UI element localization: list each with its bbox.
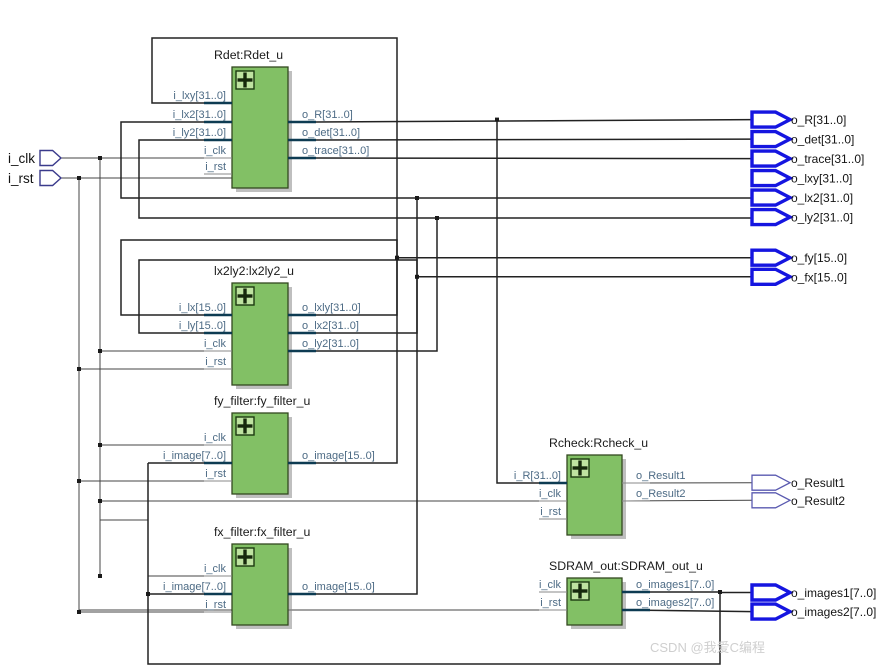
svg-text:i_clk: i_clk	[539, 579, 562, 591]
svg-text:i_image[7..0]: i_image[7..0]	[163, 581, 226, 593]
svg-text:i_rst: i_rst	[540, 597, 561, 609]
svg-text:i_image[7..0]: i_image[7..0]	[163, 450, 226, 462]
svg-text:i_clk: i_clk	[539, 488, 562, 500]
svg-text:o_fy[15..0]: o_fy[15..0]	[791, 251, 847, 265]
svg-text:fy_filter:fy_filter_u: fy_filter:fy_filter_u	[214, 394, 311, 408]
svg-text:i_clk: i_clk	[204, 432, 227, 444]
svg-text:i_R[31..0]: i_R[31..0]	[514, 470, 561, 482]
svg-text:o_det[31..0]: o_det[31..0]	[791, 133, 854, 147]
svg-text:i_rst: i_rst	[205, 161, 226, 173]
svg-text:i_ly2[31..0]: i_ly2[31..0]	[173, 127, 226, 139]
svg-text:i_rst: i_rst	[8, 171, 34, 186]
svg-text:i_rst: i_rst	[205, 468, 226, 480]
svg-text:o_Result2: o_Result2	[791, 494, 845, 508]
svg-text:o_lxly[31..0]: o_lxly[31..0]	[302, 302, 361, 314]
svg-text:i_clk: i_clk	[204, 563, 227, 575]
svg-text:o_trace[31..0]: o_trace[31..0]	[302, 145, 369, 157]
svg-text:o_fx[15..0]: o_fx[15..0]	[791, 270, 847, 284]
svg-text:i_rst: i_rst	[205, 599, 226, 611]
svg-text:o_Result2: o_Result2	[636, 488, 686, 500]
svg-text:o_images2[7..0]: o_images2[7..0]	[791, 605, 876, 619]
svg-text:i_ly[15..0]: i_ly[15..0]	[179, 320, 226, 332]
svg-text:i_lxy[31..0]: i_lxy[31..0]	[173, 90, 226, 102]
svg-text:o_R[31..0]: o_R[31..0]	[302, 109, 353, 121]
svg-text:fx_filter:fx_filter_u: fx_filter:fx_filter_u	[214, 525, 311, 539]
svg-text:o_ly2[31..0]: o_ly2[31..0]	[791, 211, 853, 225]
svg-text:o_images1[7..0]: o_images1[7..0]	[791, 586, 876, 600]
svg-text:o_image[15..0]: o_image[15..0]	[302, 450, 375, 462]
svg-text:o_images2[7..0]: o_images2[7..0]	[636, 597, 714, 609]
svg-text:o_images1[7..0]: o_images1[7..0]	[636, 579, 714, 591]
svg-text:o_R[31..0]: o_R[31..0]	[791, 113, 846, 127]
svg-text:SDRAM_out:SDRAM_out_u: SDRAM_out:SDRAM_out_u	[549, 559, 703, 573]
svg-text:o_lx2[31..0]: o_lx2[31..0]	[302, 320, 359, 332]
svg-text:Rcheck:Rcheck_u: Rcheck:Rcheck_u	[549, 436, 648, 450]
svg-text:lx2ly2:lx2ly2_u: lx2ly2:lx2ly2_u	[214, 264, 294, 278]
svg-text:CSDN @我爱C编程: CSDN @我爱C编程	[650, 640, 765, 655]
svg-text:i_lx[15..0]: i_lx[15..0]	[179, 302, 226, 314]
svg-text:o_ly2[31..0]: o_ly2[31..0]	[302, 338, 359, 350]
svg-text:i_lx2[31..0]: i_lx2[31..0]	[173, 109, 226, 121]
svg-text:i_clk: i_clk	[204, 338, 227, 350]
svg-text:o_lx2[31..0]: o_lx2[31..0]	[791, 191, 853, 205]
svg-text:o_Result1: o_Result1	[636, 470, 686, 482]
svg-text:i_rst: i_rst	[540, 506, 561, 518]
svg-text:o_lxy[31..0]: o_lxy[31..0]	[791, 172, 852, 186]
svg-text:o_trace[31..0]: o_trace[31..0]	[791, 152, 864, 166]
svg-text:o_Result1: o_Result1	[791, 476, 845, 490]
svg-text:i_clk: i_clk	[8, 151, 35, 166]
svg-text:Rdet:Rdet_u: Rdet:Rdet_u	[214, 48, 283, 62]
svg-text:i_clk: i_clk	[204, 145, 227, 157]
svg-text:o_det[31..0]: o_det[31..0]	[302, 127, 360, 139]
svg-text:i_rst: i_rst	[205, 356, 226, 368]
svg-text:o_image[15..0]: o_image[15..0]	[302, 581, 375, 593]
